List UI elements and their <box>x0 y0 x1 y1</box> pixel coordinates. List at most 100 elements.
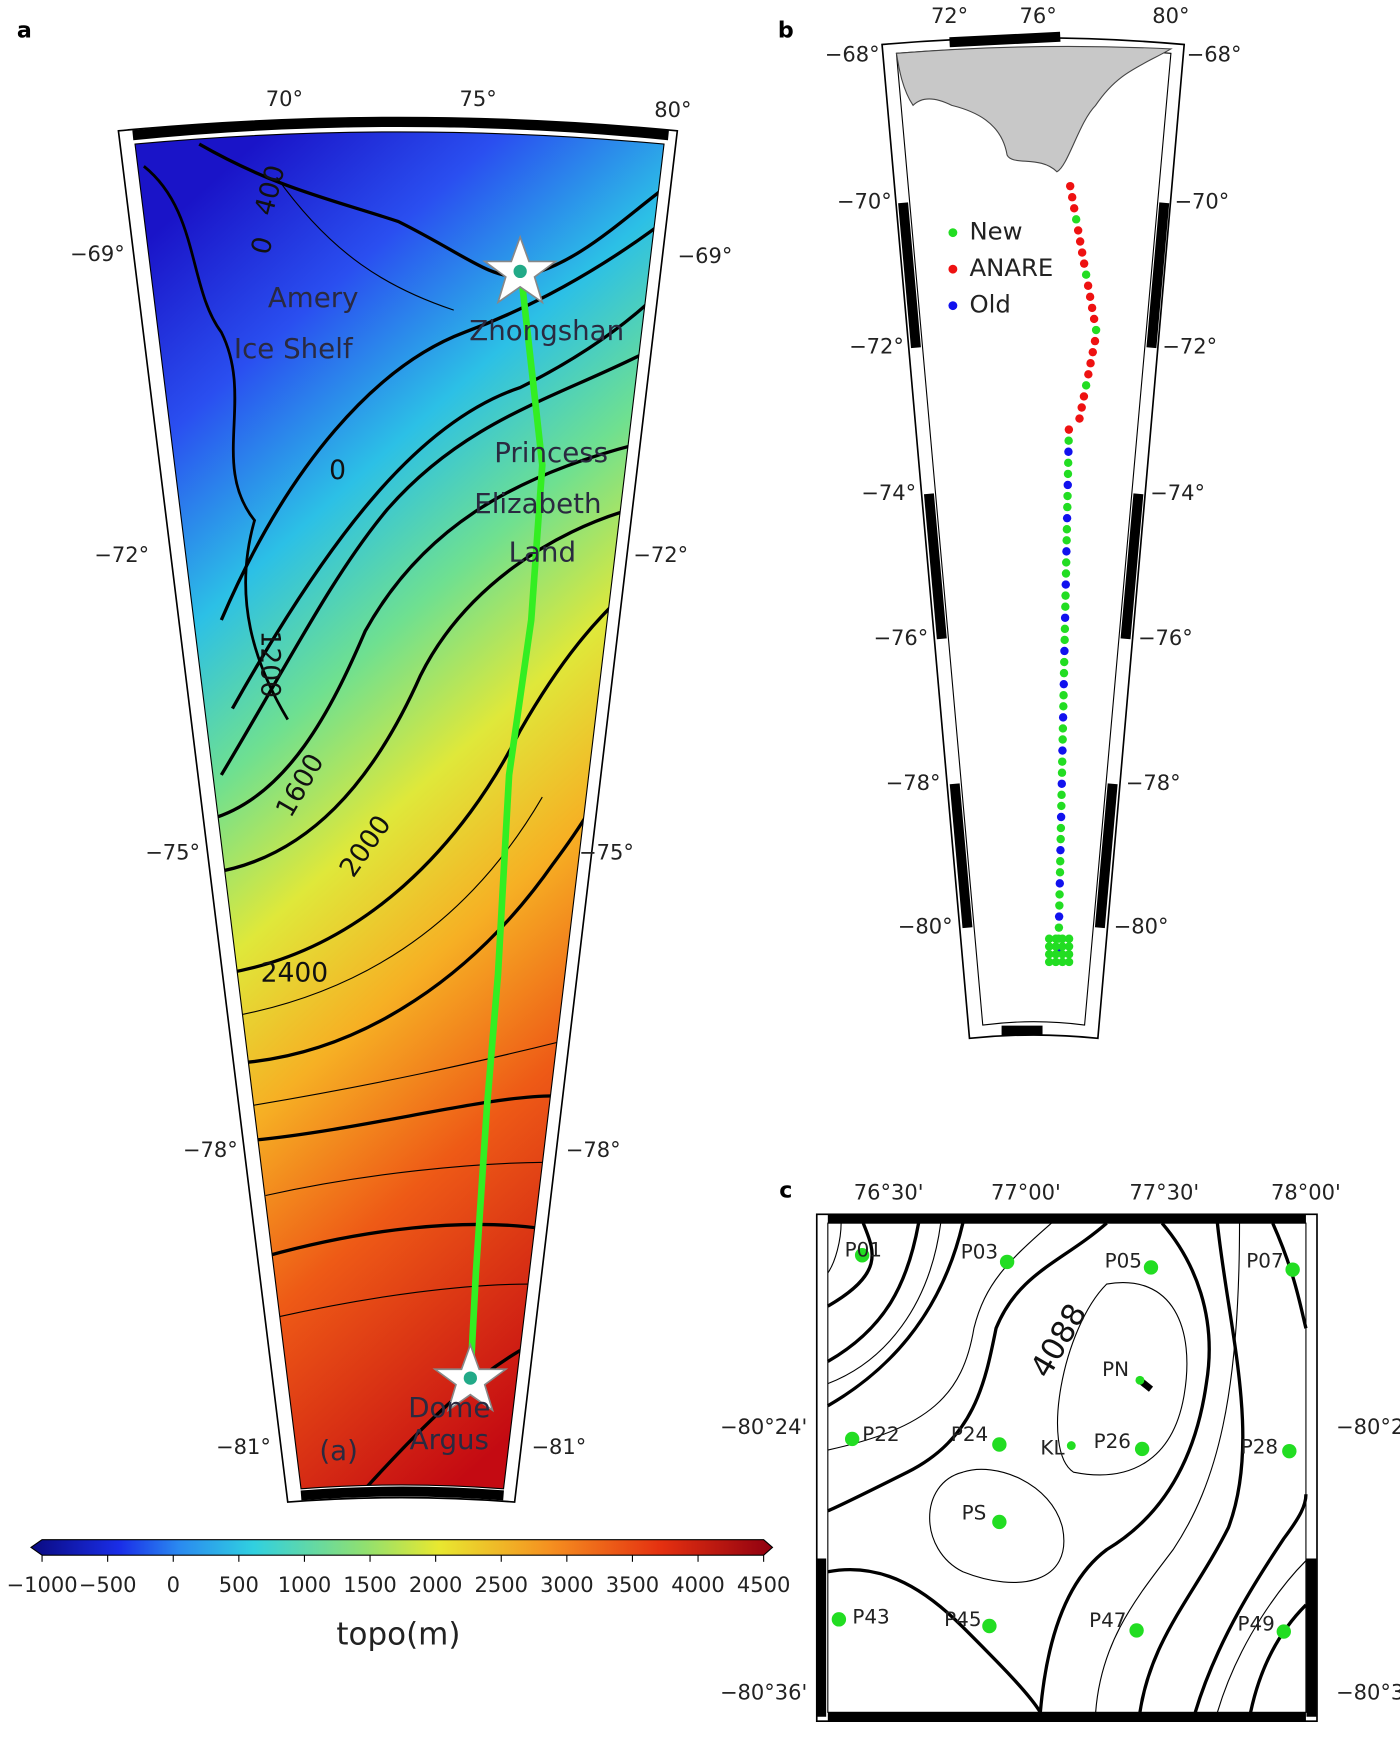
legend-label: New <box>969 217 1022 246</box>
station-dot <box>1062 536 1071 545</box>
contour-label: 2400 <box>261 958 329 989</box>
site-dot <box>992 1514 1007 1530</box>
station-dot <box>1058 746 1067 755</box>
station-dot <box>1059 691 1068 700</box>
station-dot <box>1086 359 1095 368</box>
colorbar-tick-label: 3000 <box>540 1572 593 1597</box>
lat-label: −74° <box>861 480 916 505</box>
site-label: P03 <box>961 1241 998 1264</box>
lat-label: −78° <box>1126 770 1181 795</box>
site-label: P28 <box>1241 1435 1278 1458</box>
lon-label: 78°00' <box>1271 1179 1341 1204</box>
frame-bar <box>132 116 669 141</box>
place-label: Zhongshan <box>469 314 624 347</box>
lat-label: −74° <box>1150 480 1205 505</box>
station-dot <box>1062 547 1071 556</box>
lat-label: −80°24' <box>720 1414 807 1439</box>
colorbar-label: topo(m) <box>336 1616 460 1652</box>
station-dot <box>1057 779 1066 788</box>
panel-label: c <box>779 1178 792 1204</box>
legend-swatch <box>948 264 958 274</box>
site-label: P01 <box>845 1238 882 1261</box>
lat-label: −76° <box>1138 625 1193 650</box>
station-dot <box>1089 314 1099 324</box>
station-dot <box>1063 502 1072 512</box>
contour-label: 0 <box>329 455 346 486</box>
site-dot <box>854 1248 870 1263</box>
contours <box>143 142 665 1489</box>
site-label: P47 <box>1089 1609 1126 1632</box>
site-dot <box>1134 1441 1150 1457</box>
lat-label: −78° <box>566 1137 621 1162</box>
site-dot <box>982 1618 997 1634</box>
lon-label: 80° <box>654 97 691 122</box>
place-label: Elizabeth <box>474 487 601 520</box>
station-dot <box>1055 901 1064 910</box>
station-dot <box>513 264 527 279</box>
lat-label: −70° <box>837 189 892 214</box>
lon-label: 78°00' <box>1271 1735 1341 1738</box>
station-dot <box>1060 635 1069 645</box>
station-dot <box>1057 801 1066 811</box>
land <box>895 45 1173 173</box>
panel-label: b <box>778 18 794 44</box>
traverse-route <box>467 265 546 1379</box>
frame-bar <box>898 202 1170 349</box>
station-dot <box>1044 950 1054 959</box>
lat-label: −80° <box>1114 914 1169 939</box>
station-dot <box>1073 226 1083 235</box>
site-label: P24 <box>951 1423 988 1446</box>
station-dot <box>1090 336 1100 346</box>
contours <box>826 1221 1308 1714</box>
frame-bar <box>300 1486 504 1501</box>
site-label: P43 <box>852 1606 889 1629</box>
station-dot <box>1054 923 1064 932</box>
site-dot <box>1282 1443 1297 1459</box>
frame-bars <box>898 202 1170 929</box>
station-dot <box>1056 834 1065 844</box>
lon-label: 75° <box>459 86 496 111</box>
station-dot <box>1064 957 1074 967</box>
lat-label: −72° <box>633 542 688 567</box>
station-dot <box>1069 204 1079 213</box>
station-dot <box>1062 525 1072 534</box>
place-label: Princess <box>494 436 608 469</box>
lon-label: 76° <box>1019 3 1056 28</box>
station-dot <box>1058 757 1067 766</box>
lon-label: 72° <box>931 3 968 28</box>
panel-c: P01 P03 P05 P07 PN P22 P24 KL P26 P28 PS P43 P45 P47 P… <box>815 1213 1318 1723</box>
station-dot <box>1064 436 1073 445</box>
colorbar: topo(m) <box>30 1539 774 1652</box>
colorbar-tick-label: 0 <box>167 1572 180 1597</box>
station-dot <box>1059 668 1069 678</box>
station-dot <box>1081 381 1091 390</box>
frame-bar <box>949 31 1061 48</box>
site-label: P49 <box>1237 1612 1274 1635</box>
lat-label: −80°3 <box>1336 1680 1400 1705</box>
colorbar-tick-label: 1000 <box>278 1572 331 1597</box>
station-dot <box>1058 950 1067 959</box>
lon-label: 80° <box>1152 3 1189 28</box>
lat-label: −68° <box>825 42 880 67</box>
station-dot <box>1063 480 1072 490</box>
lon-label: 70° <box>266 86 303 111</box>
lat-label: −72° <box>94 542 149 567</box>
site-dot <box>992 1437 1007 1452</box>
site-dot <box>1129 1623 1144 1638</box>
station-dot <box>1062 558 1071 567</box>
lat-label: −72° <box>849 334 904 359</box>
lon-label: 77°00' <box>991 1179 1061 1204</box>
station-dot <box>1071 215 1081 224</box>
legend-swatch <box>948 228 958 238</box>
place-label: (a) <box>319 1434 358 1467</box>
station-dot <box>1060 613 1070 622</box>
station-dot <box>1044 934 1054 943</box>
station-dot <box>1063 491 1072 501</box>
place-label: Land <box>509 536 576 569</box>
lat-label: −78° <box>886 770 941 795</box>
lat-label: −81° <box>531 1434 586 1459</box>
legend-label: Old <box>969 290 1010 319</box>
station-dot <box>1075 414 1084 423</box>
legend-label: ANARE <box>969 253 1053 282</box>
lat-label: −80°36' <box>720 1680 807 1705</box>
